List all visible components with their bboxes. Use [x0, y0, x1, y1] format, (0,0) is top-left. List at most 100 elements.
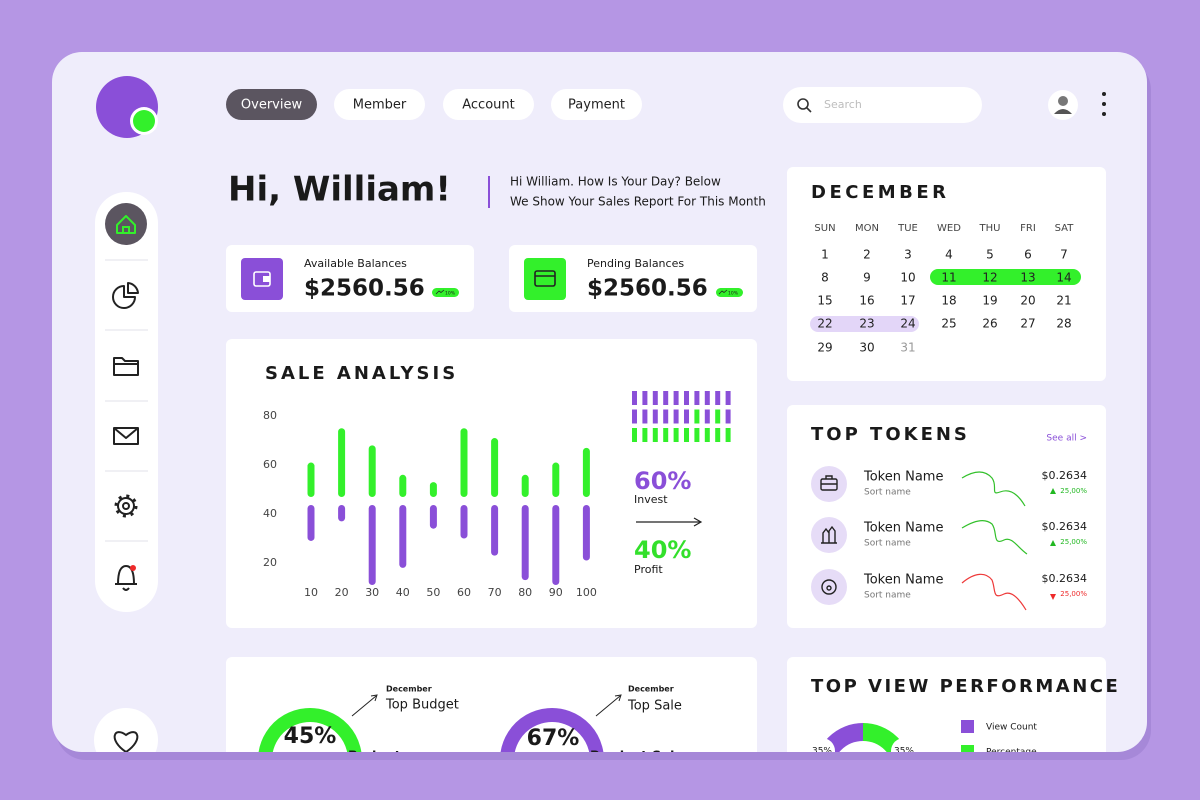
- wallet-icon: [263, 276, 270, 282]
- wallet-icon: [241, 258, 283, 300]
- performance-card: [787, 657, 1106, 752]
- bar: [552, 462, 560, 497]
- nav-label[interactable]: Payment: [568, 98, 625, 113]
- nav-pill[interactable]: [443, 89, 534, 120]
- more-menu[interactable]: [1102, 112, 1106, 116]
- date[interactable]: 29: [817, 341, 832, 355]
- x-tick-label: 20: [335, 586, 349, 599]
- sidebar-icon[interactable]: [113, 427, 139, 439]
- date[interactable]: 8: [821, 271, 829, 285]
- badge-label: 10%: [728, 291, 739, 297]
- date[interactable]: 31: [900, 341, 915, 355]
- date[interactable]: 16: [859, 294, 874, 308]
- date[interactable]: 17: [900, 294, 915, 308]
- avatar[interactable]: [1054, 109, 1072, 114]
- date[interactable]: 30: [859, 341, 874, 355]
- date[interactable]: 25: [941, 317, 956, 331]
- callout-line: [351, 695, 377, 717]
- sidebar-icon[interactable]: [127, 282, 139, 294]
- date[interactable]: 5: [986, 248, 994, 262]
- date[interactable]: 3: [904, 248, 912, 262]
- sidebar-icon[interactable]: [122, 502, 130, 510]
- calendar-month: DECEMBER: [811, 182, 950, 203]
- sidebar-icon[interactable]: [117, 565, 135, 585]
- search-box[interactable]: Search: [824, 98, 862, 111]
- pattern: [632, 391, 731, 442]
- weekday: SUN: [814, 223, 835, 234]
- nav-pill[interactable]: [551, 89, 642, 120]
- avatar[interactable]: [1048, 90, 1078, 120]
- date[interactable]: 21: [1056, 294, 1071, 308]
- home-icon[interactable]: [105, 203, 147, 245]
- date[interactable]: 12: [982, 271, 997, 285]
- search-box[interactable]: [783, 87, 982, 123]
- sidebar-icon[interactable]: [114, 494, 138, 518]
- home-icon[interactable]: [122, 226, 130, 233]
- date[interactable]: 2: [863, 248, 871, 262]
- date[interactable]: 15: [817, 294, 832, 308]
- date[interactable]: 20: [1020, 294, 1035, 308]
- date[interactable]: 19: [982, 294, 997, 308]
- logo: [96, 76, 158, 138]
- sidebar-icon[interactable]: [117, 497, 135, 515]
- sidebar-icon[interactable]: [113, 427, 139, 445]
- sidebar-icon[interactable]: [112, 285, 136, 309]
- heart-icon[interactable]: [113, 731, 139, 752]
- more-menu[interactable]: [1102, 92, 1106, 116]
- nav-pill[interactable]: [334, 89, 425, 120]
- date[interactable]: 26: [982, 317, 997, 331]
- more-menu[interactable]: [1102, 102, 1106, 106]
- pattern-block: [673, 428, 679, 442]
- date[interactable]: 28: [1056, 317, 1071, 331]
- favorites-button[interactable]: [94, 708, 158, 772]
- nav-pill[interactable]: [226, 89, 317, 120]
- search-box[interactable]: [806, 107, 812, 113]
- token-name: Token Name: [863, 470, 943, 485]
- more-menu[interactable]: [1102, 92, 1106, 96]
- pattern-block: [715, 391, 721, 405]
- date[interactable]: 23: [859, 317, 874, 331]
- sidebar-icon[interactable]: [112, 282, 139, 591]
- trend-arrow: [1050, 488, 1056, 494]
- date[interactable]: 10: [900, 271, 915, 285]
- see-all-link[interactable]: See all >: [1046, 434, 1087, 444]
- date[interactable]: 24: [900, 317, 915, 331]
- bar: [429, 505, 437, 529]
- sidebar-icon[interactable]: [122, 587, 130, 591]
- legend-label: Percentage: [986, 748, 1037, 758]
- date[interactable]: 18: [941, 294, 956, 308]
- pattern-block: [704, 391, 710, 405]
- sidebar-icon[interactable]: [113, 357, 139, 376]
- card-icon: [534, 270, 556, 287]
- avatar[interactable]: [1058, 96, 1068, 106]
- balance-label: Pending Balances: [587, 257, 684, 270]
- badge: [716, 288, 743, 297]
- token-glyph: [821, 475, 837, 485]
- date[interactable]: 6: [1024, 248, 1032, 262]
- bar: [552, 505, 560, 586]
- home-icon[interactable]: [105, 203, 147, 245]
- gauge: [499, 708, 604, 752]
- date[interactable]: 22: [817, 317, 832, 331]
- pattern-block: [684, 391, 689, 405]
- date[interactable]: 9: [863, 271, 871, 285]
- donut: [814, 723, 912, 752]
- nav-label[interactable]: Member: [353, 98, 407, 113]
- search-box[interactable]: [797, 98, 809, 110]
- bar: [460, 505, 468, 539]
- date[interactable]: 11: [941, 271, 956, 285]
- date[interactable]: 14: [1056, 271, 1071, 285]
- date[interactable]: 4: [945, 248, 953, 262]
- nav-label[interactable]: Overview: [241, 98, 303, 113]
- gauge-percent: 67%: [527, 726, 580, 751]
- home-icon[interactable]: [116, 215, 136, 234]
- date[interactable]: 27: [1020, 317, 1035, 331]
- nav-label[interactable]: Account: [462, 98, 515, 113]
- token-sort: Sort name: [864, 591, 911, 601]
- date[interactable]: 7: [1060, 248, 1068, 262]
- weekday: THU: [979, 223, 1001, 234]
- date[interactable]: 13: [1020, 271, 1035, 285]
- date[interactable]: 1: [821, 248, 829, 262]
- search-box[interactable]: Search: [783, 87, 982, 123]
